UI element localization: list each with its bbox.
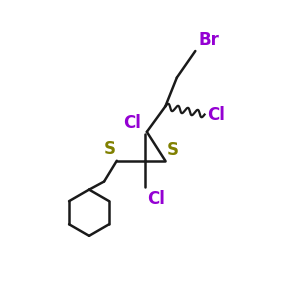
Text: Cl: Cl bbox=[147, 190, 165, 208]
Text: Cl: Cl bbox=[207, 106, 225, 124]
Text: Cl: Cl bbox=[123, 114, 141, 132]
Text: S: S bbox=[103, 140, 116, 158]
Text: S: S bbox=[167, 141, 178, 159]
Text: Br: Br bbox=[199, 31, 220, 49]
